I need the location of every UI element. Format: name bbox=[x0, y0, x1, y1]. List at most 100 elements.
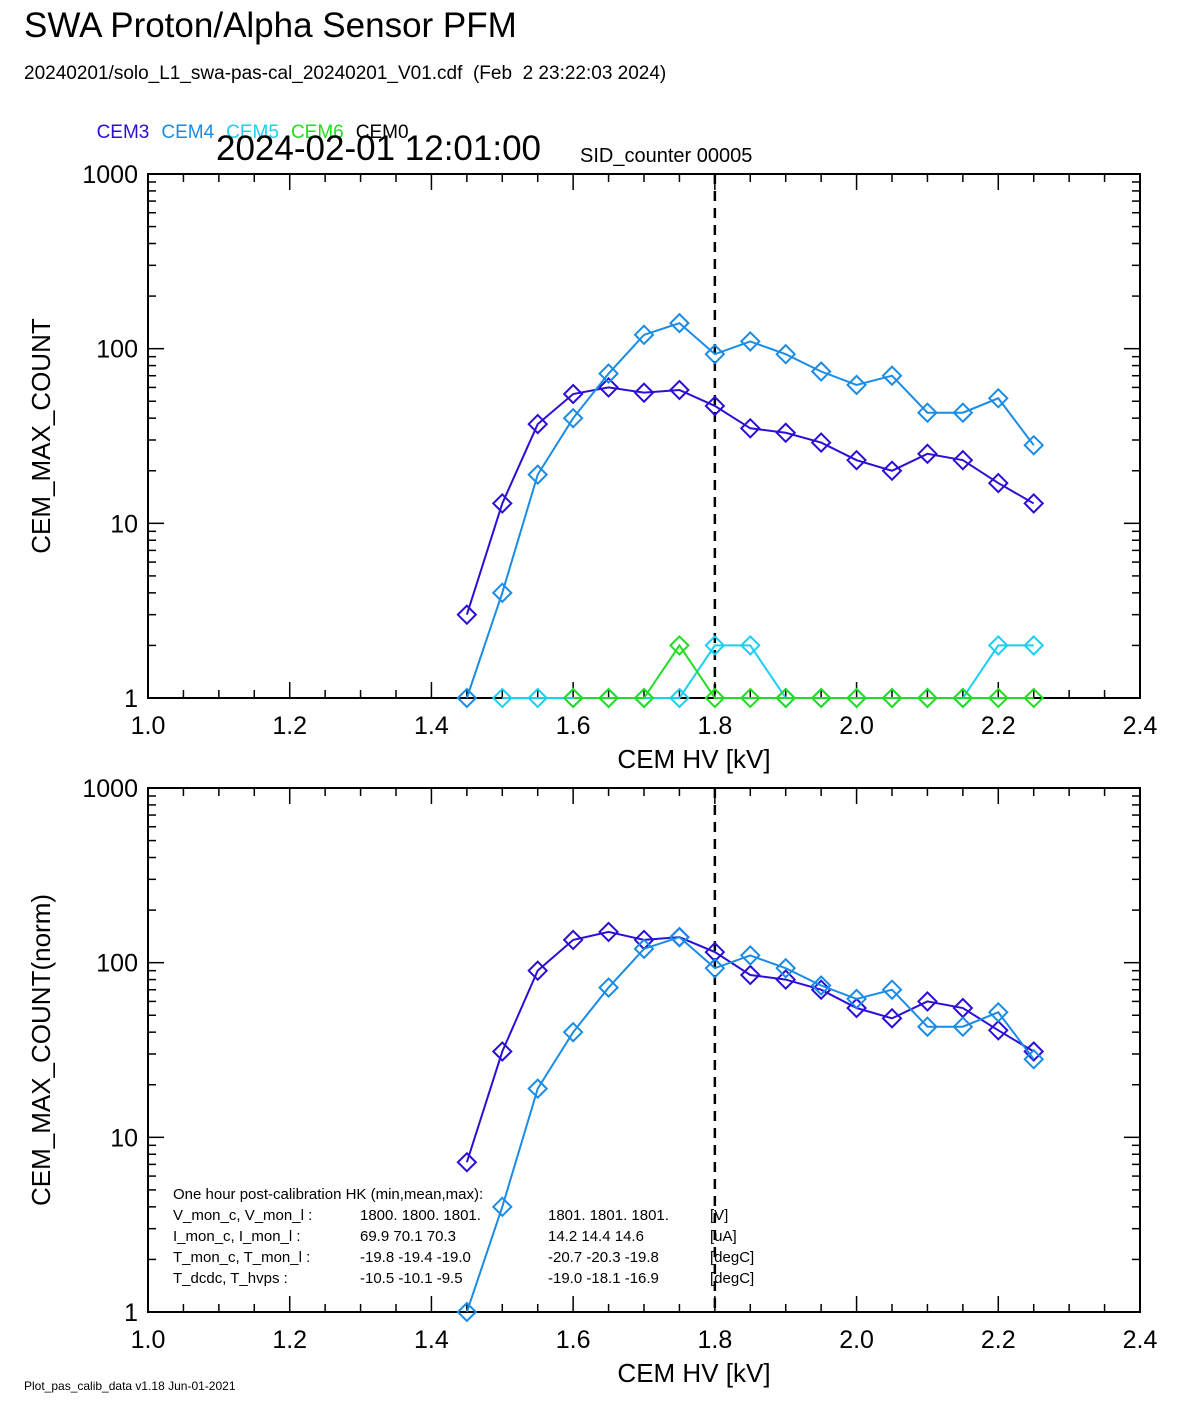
data-point-cem3 bbox=[775, 969, 797, 991]
y-tick-label: 1 bbox=[124, 1299, 138, 1327]
x-tick-label: 1.2 bbox=[272, 712, 307, 740]
footer-version: Plot_pas_calib_data v1.18 Jun-01-2021 bbox=[24, 1379, 236, 1393]
legend-item-cem5: CEM5 bbox=[226, 122, 279, 143]
x-tick-label: 1.8 bbox=[697, 712, 732, 740]
x-tick-label: 2.2 bbox=[981, 1326, 1016, 1354]
y-axis-label: CEM_MAX_COUNT bbox=[26, 318, 56, 554]
data-point-cem3 bbox=[846, 997, 867, 1019]
data-point-cem4 bbox=[881, 365, 903, 387]
data-point-cem4 bbox=[987, 1001, 1009, 1023]
data-point-cem3 bbox=[704, 941, 726, 963]
data-point-cem3 bbox=[491, 1041, 513, 1062]
hk-row-name: T_dcdc, T_hvps : bbox=[173, 1270, 288, 1287]
y-tick-label: 1000 bbox=[82, 161, 138, 189]
hk-row-unit: [degC] bbox=[710, 1270, 754, 1287]
data-point-cem4 bbox=[881, 979, 903, 1001]
hk-row-c-values: 69.9 70.1 70.3 bbox=[360, 1228, 456, 1245]
data-point-cem6 bbox=[987, 687, 1009, 709]
data-point-cem3 bbox=[562, 383, 584, 405]
data-point-cem3 bbox=[917, 991, 938, 1012]
legend-item-cem4: CEM4 bbox=[161, 122, 215, 143]
data-point-cem4 bbox=[527, 464, 549, 486]
series-line-cem4 bbox=[465, 322, 1035, 699]
series-line-cem4 bbox=[465, 936, 1035, 1313]
hk-row-l-values: -19.0 -18.1 -16.9 bbox=[548, 1270, 659, 1287]
data-point-cem3 bbox=[704, 395, 726, 417]
hk-row-c-values: 1800. 1800. 1801. bbox=[360, 1207, 481, 1224]
data-point-cem4 bbox=[598, 363, 619, 385]
hk-row-l-values: 1801. 1801. 1801. bbox=[548, 1207, 669, 1224]
legend: CEM3 CEM4 CEM5 CEM6 CEM0 bbox=[86, 100, 421, 144]
data-point-cem3 bbox=[633, 382, 655, 404]
data-point-cem3 bbox=[987, 1019, 1009, 1041]
series-line-cem3 bbox=[465, 930, 1035, 1163]
data-point-cem3 bbox=[775, 422, 797, 444]
x-tick-label: 2.2 bbox=[981, 712, 1016, 740]
x-tick-label: 1.0 bbox=[131, 1326, 166, 1354]
data-point-cem3 bbox=[739, 417, 761, 439]
hk-row-unit: [uA] bbox=[710, 1228, 737, 1245]
x-tick-label: 1.8 bbox=[697, 1326, 732, 1354]
data-point-cem4 bbox=[1023, 1048, 1045, 1070]
x-tick-label: 1.6 bbox=[556, 1326, 591, 1354]
x-tick-label: 1.0 bbox=[131, 712, 166, 740]
data-point-cem4 bbox=[527, 1078, 549, 1100]
hk-row-l-values: 14.2 14.4 14.6 bbox=[548, 1228, 644, 1245]
data-point-cem3 bbox=[598, 377, 619, 398]
data-point-cem4 bbox=[562, 1021, 584, 1043]
data-point-cem4 bbox=[633, 324, 655, 346]
data-point-cem4 bbox=[704, 957, 726, 979]
data-point-cem6 bbox=[775, 687, 797, 709]
data-point-cem4 bbox=[739, 331, 761, 352]
x-tick-label: 1.6 bbox=[556, 712, 591, 740]
data-point-cem3 bbox=[491, 493, 513, 514]
file-subtitle: 20240201/solo_L1_swa-pas-cal_20240201_V0… bbox=[24, 63, 667, 84]
x-tick-label: 1.4 bbox=[414, 712, 449, 740]
data-point-cem3 bbox=[1023, 1041, 1045, 1062]
data-point-cem4 bbox=[456, 1301, 478, 1323]
hk-row-unit: [degC] bbox=[710, 1249, 754, 1266]
x-tick-label: 2.4 bbox=[1123, 1326, 1158, 1354]
data-point-cem5 bbox=[527, 687, 549, 709]
hk-row-l-values: -20.7 -20.3 -19.8 bbox=[548, 1249, 659, 1266]
data-point-cem4 bbox=[775, 343, 797, 365]
data-point-cem5 bbox=[739, 635, 761, 656]
series-cem5 bbox=[491, 635, 1045, 709]
page-title: SWA Proton/Alpha Sensor PFM bbox=[24, 6, 517, 45]
data-point-cem3 bbox=[987, 472, 1009, 494]
x-axis-label: CEM HV [kV] bbox=[617, 1358, 770, 1388]
x-tick-label: 2.0 bbox=[839, 712, 874, 740]
x-tick-label: 2.4 bbox=[1123, 712, 1158, 740]
y-tick-label: 1000 bbox=[82, 775, 138, 803]
data-point-cem4 bbox=[669, 312, 690, 334]
y-tick-label: 10 bbox=[110, 1124, 138, 1152]
data-point-cem4 bbox=[987, 387, 1009, 409]
data-point-cem5 bbox=[669, 687, 690, 709]
series-cem6 bbox=[562, 635, 1045, 709]
plot-frame bbox=[147, 173, 1141, 699]
data-point-cem6 bbox=[562, 687, 584, 709]
data-point-cem4 bbox=[491, 1196, 513, 1218]
data-point-cem3 bbox=[562, 929, 584, 951]
data-point-cem3 bbox=[846, 449, 867, 471]
x-tick-label: 2.0 bbox=[839, 1326, 874, 1354]
data-point-cem6 bbox=[881, 687, 903, 709]
data-point-cem6 bbox=[598, 687, 619, 709]
data-point-cem3 bbox=[527, 413, 549, 435]
data-point-cem3 bbox=[881, 1007, 903, 1029]
data-point-cem4 bbox=[456, 687, 478, 709]
y-tick-label: 100 bbox=[96, 950, 138, 978]
hk-row-name: T_mon_c, T_mon_l : bbox=[173, 1249, 310, 1266]
data-point-cem4 bbox=[598, 977, 619, 999]
y-axis-label: CEM_MAX_COUNT(norm) bbox=[26, 894, 56, 1206]
data-point-cem4 bbox=[846, 988, 867, 1010]
data-point-cem6 bbox=[669, 635, 690, 656]
series-line-cem3 bbox=[465, 386, 1035, 615]
data-point-cem3 bbox=[1023, 493, 1045, 514]
data-point-cem5 bbox=[1023, 635, 1045, 656]
data-point-cem6 bbox=[633, 687, 655, 709]
data-point-cem6 bbox=[917, 687, 938, 709]
data-point-cem4 bbox=[775, 957, 797, 979]
data-point-cem5 bbox=[491, 687, 513, 709]
